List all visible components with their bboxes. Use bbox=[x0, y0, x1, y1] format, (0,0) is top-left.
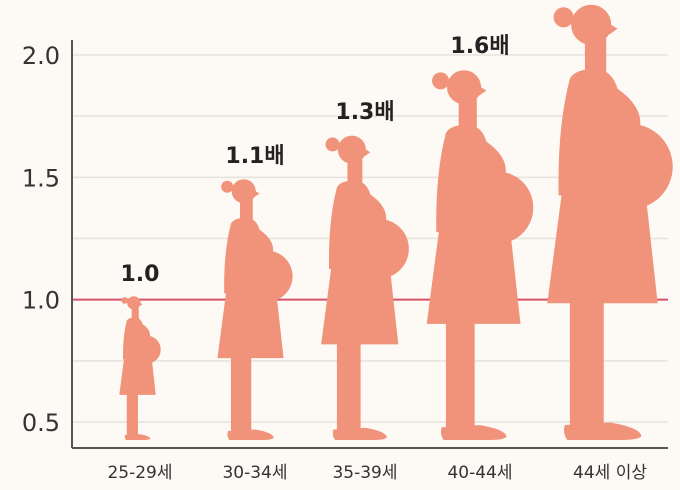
category-label: 25-29세 bbox=[107, 463, 172, 483]
pregnant-woman-figure bbox=[426, 70, 534, 440]
category-label: 44세 이상 bbox=[573, 463, 647, 483]
gridlines bbox=[71, 40, 668, 449]
pregnant-woman-figure bbox=[217, 179, 293, 441]
y-tick-label: 1.0 bbox=[22, 287, 60, 315]
pregnant-woman-figure bbox=[119, 296, 161, 440]
pregnant-woman-figure bbox=[321, 135, 409, 441]
data-label: 1.0 bbox=[121, 262, 160, 287]
category-label: 40-44세 bbox=[447, 463, 512, 483]
figures bbox=[119, 4, 673, 441]
data-label: 1.3배 bbox=[335, 100, 394, 125]
pregnant-woman-figure bbox=[547, 4, 673, 441]
y-tick-labels: 0.5 1.0 1.5 2.0 bbox=[22, 42, 60, 437]
y-tick-label: 2.0 bbox=[22, 42, 60, 70]
x-category-labels: 25-29세 30-34세 35-39세 40-44세 44세 이상 bbox=[107, 463, 647, 483]
y-tick-label: 1.5 bbox=[22, 164, 60, 192]
data-label: 1.6배 bbox=[450, 34, 509, 59]
y-tick-label: 0.5 bbox=[22, 409, 60, 437]
category-label: 35-39세 bbox=[332, 463, 397, 483]
category-label: 30-34세 bbox=[222, 463, 287, 483]
data-label: 1.1배 bbox=[225, 144, 284, 169]
data-labels: 1.01.1배1.3배1.6배1.9배 bbox=[121, 34, 510, 287]
